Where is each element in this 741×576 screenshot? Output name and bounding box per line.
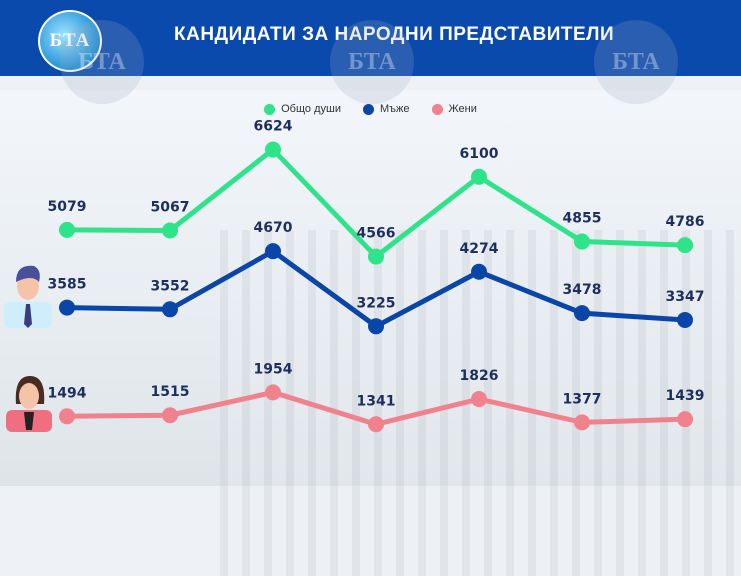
- data-point: [574, 414, 590, 431]
- data-point: [59, 408, 75, 425]
- data-label: 3552: [151, 278, 190, 294]
- data-label: 4670: [254, 220, 293, 236]
- legend-item: Жени: [431, 103, 477, 115]
- data-label: 3225: [357, 295, 396, 311]
- data-label: 1341: [357, 393, 396, 409]
- watermark-logo: БТА: [60, 20, 144, 104]
- legend-label: Жени: [448, 103, 477, 115]
- legend-item: Общо души: [264, 103, 341, 115]
- man-icon: [4, 265, 52, 328]
- line-chart: 5079 5067 6624 4566 6100 4855 4786 3585 3552 4670…: [4, 119, 705, 433]
- data-point: [677, 411, 693, 428]
- data-label: 4566: [357, 226, 396, 242]
- data-label: 4786: [666, 214, 705, 230]
- watermark-logo: БТА: [330, 20, 414, 104]
- data-label: 1439: [666, 388, 705, 404]
- data-point: [471, 263, 487, 280]
- data-label: 5079: [48, 199, 87, 215]
- data-label: 3478: [563, 282, 602, 298]
- watermark-logo: БТА: [594, 20, 678, 104]
- series-1: 5079 5067 6624 4566 6100 4855 4786: [48, 119, 705, 265]
- data-label: 4855: [563, 211, 602, 227]
- data-label: 1826: [460, 368, 499, 384]
- data-point: [162, 407, 178, 424]
- header-bar: БТА КАНДИДАТИ ЗА НАРОДНИ ПРЕДСТАВИТЕЛИ: [0, 0, 741, 76]
- legend-marker: [431, 103, 443, 115]
- data-point: [265, 243, 281, 260]
- data-point: [368, 416, 384, 433]
- data-point: [265, 384, 281, 401]
- legend-item: Мъже: [362, 103, 410, 115]
- data-label: 1954: [254, 361, 293, 377]
- data-point: [59, 299, 75, 316]
- data-label: 6624: [254, 119, 293, 135]
- legend-label: Общо души: [281, 103, 341, 115]
- data-label: 1515: [151, 384, 190, 400]
- data-label: 5067: [151, 200, 190, 216]
- series-2: 3585 3552 4670 3225 4274 3478 3347: [48, 220, 705, 335]
- data-point: [368, 318, 384, 335]
- bta-logo: БТА: [38, 10, 102, 72]
- data-point: [677, 237, 693, 254]
- data-label: 1377: [563, 391, 602, 407]
- legend-marker: [362, 103, 374, 115]
- data-point: [59, 221, 75, 238]
- data-point: [368, 248, 384, 265]
- data-point: [574, 233, 590, 250]
- data-point: [471, 168, 487, 185]
- data-label: 6100: [460, 146, 499, 162]
- data-label: 3347: [666, 289, 705, 305]
- legend: Общо души Мъже Жени: [0, 103, 741, 115]
- legend-marker: [264, 103, 276, 115]
- page-title: КАНДИДАТИ ЗА НАРОДНИ ПРЕДСТАВИТЕЛИ: [174, 24, 615, 45]
- series-3: 1494 1515 1954 1341 1826 1377 1439: [48, 361, 705, 433]
- data-label: 1494: [48, 385, 87, 401]
- data-point: [162, 301, 178, 318]
- data-point: [162, 222, 178, 239]
- data-point: [574, 305, 590, 322]
- legend-label: Мъже: [379, 103, 410, 115]
- data-point: [471, 391, 487, 408]
- data-point: [677, 311, 693, 328]
- data-label: 4274: [460, 241, 499, 257]
- data-point: [265, 141, 281, 158]
- data-label: 3585: [48, 277, 87, 293]
- woman-icon: [6, 376, 52, 432]
